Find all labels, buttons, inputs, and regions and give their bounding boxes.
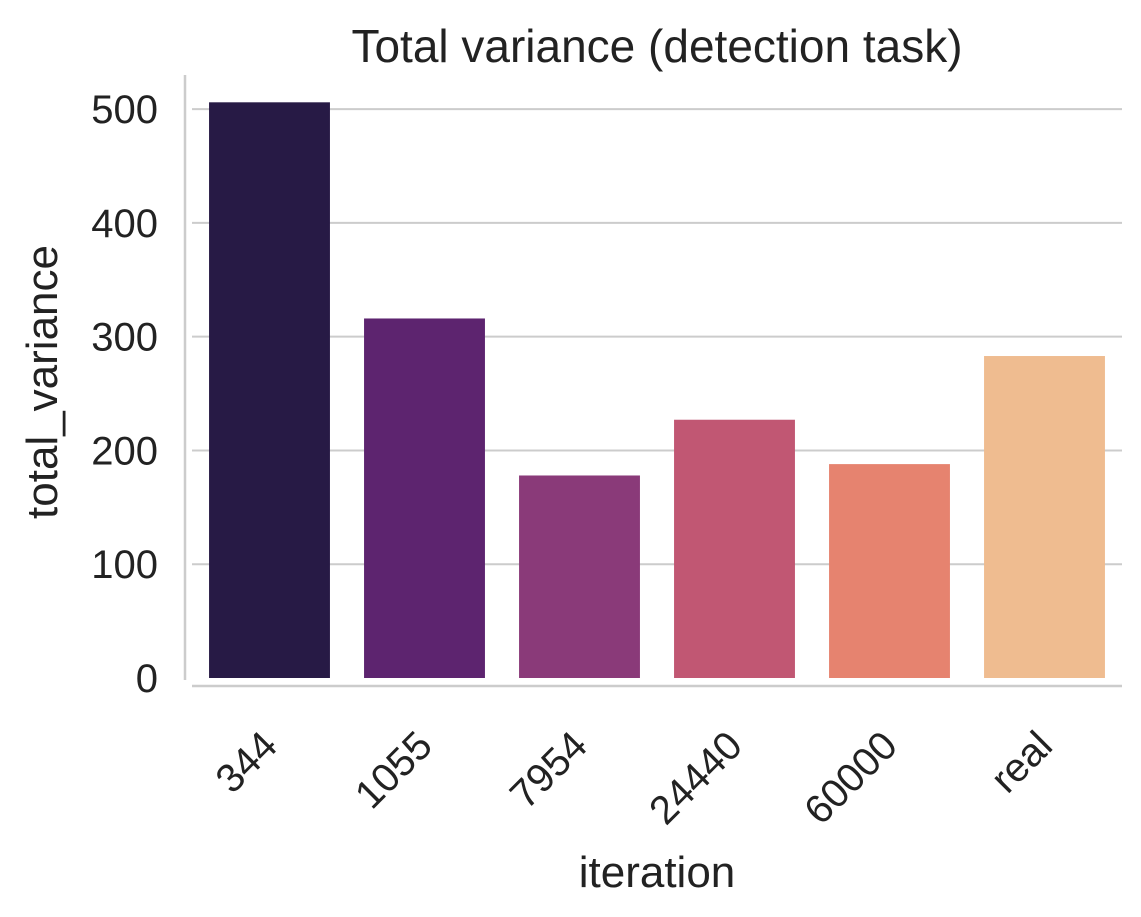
bars-group	[209, 102, 1105, 678]
x-tick-label: 60000	[796, 723, 906, 833]
y-tick-label: 0	[136, 657, 158, 701]
y-tick-label: 500	[91, 88, 158, 132]
x-axis-label: iteration	[579, 848, 736, 897]
y-tick-label: 400	[91, 202, 158, 246]
bar-60000	[829, 464, 950, 678]
x-tick-label: 24440	[641, 723, 751, 833]
y-axis-ticks: 0 100 200 300 400 500	[91, 88, 158, 701]
bar-real	[984, 356, 1105, 678]
bar-344	[209, 102, 330, 678]
y-tick-label: 100	[91, 543, 158, 587]
y-tick-label: 200	[91, 429, 158, 473]
bar-1055	[364, 318, 485, 678]
bar-7954	[519, 475, 640, 678]
chart-title: Total variance (detection task)	[351, 20, 962, 72]
y-tick-label: 300	[91, 316, 158, 360]
x-tick-label: 344	[208, 723, 286, 801]
x-tick-label: 1055	[347, 723, 441, 817]
x-axis-ticks: 344 1055 7954 24440 60000 real	[208, 723, 1061, 833]
x-tick-label: real	[983, 723, 1061, 801]
y-axis-label: total_variance	[18, 245, 67, 519]
bar-24440	[674, 419, 795, 678]
grid-lines	[192, 108, 1122, 566]
x-tick-label: 7954	[502, 723, 596, 817]
